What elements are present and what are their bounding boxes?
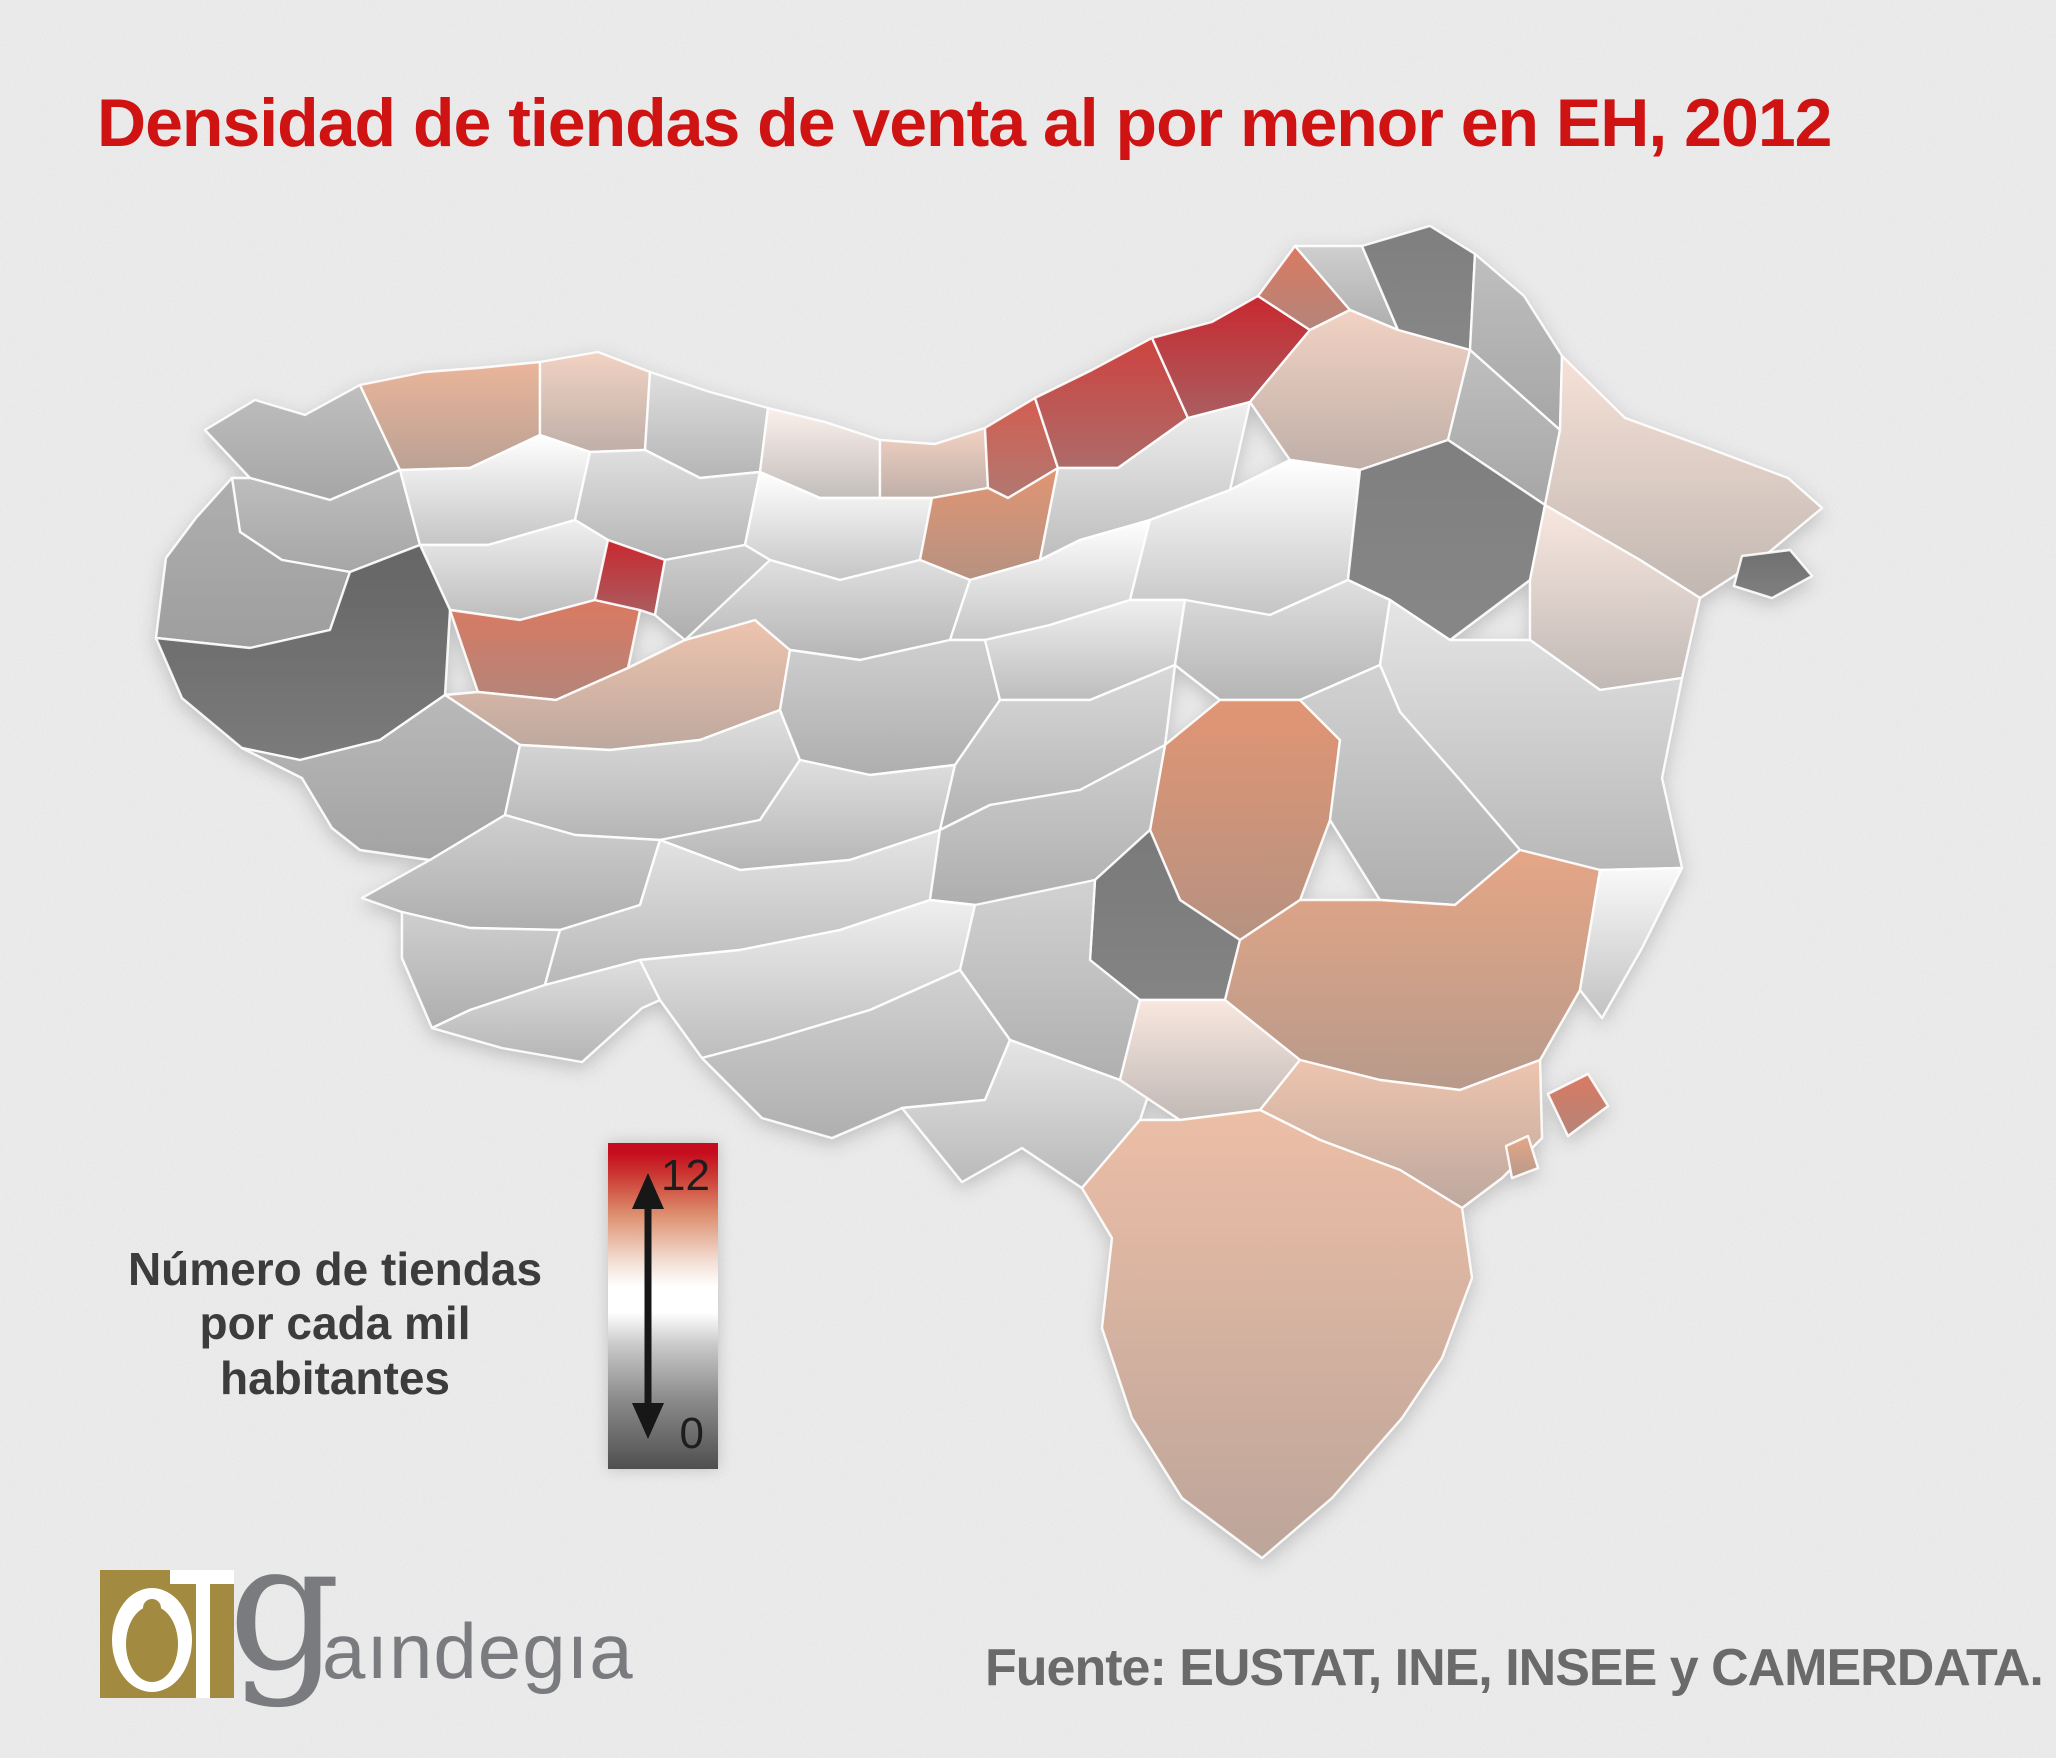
map-region-r61 (1546, 1072, 1610, 1138)
legend-arrow-icon (632, 1173, 664, 1439)
page-title: Densidad de tiendas de venta al por meno… (97, 85, 1832, 161)
gaindegia-logo-icon (100, 1570, 234, 1698)
legend-caption: Número de tiendas por cada mil habitante… (127, 1243, 543, 1404)
legend-color-scale: 12 0 (608, 1143, 718, 1469)
source-attribution: Fuente: EUSTAT, INE, INSEE y CAMERDATA. (985, 1639, 2044, 1697)
legend-min-label: 0 (679, 1409, 704, 1458)
logo-wordmark: aındegıa (322, 1607, 634, 1695)
legend-max-label: 12 (661, 1151, 710, 1200)
map-region-r60 (1080, 1108, 1474, 1560)
map-region-r06 (878, 426, 990, 500)
map-region-r35 (1732, 548, 1814, 600)
map-region-r03 (538, 350, 652, 454)
